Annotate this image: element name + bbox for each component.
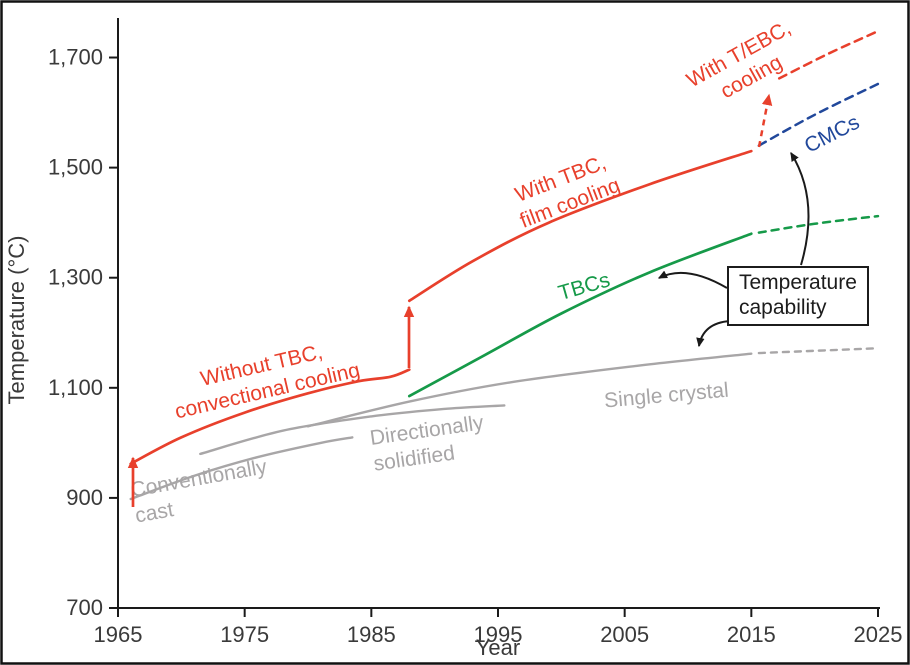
label-without-tbc: Without TBC,convectional cooling: [173, 340, 362, 423]
x-tick-label: 1965: [94, 622, 143, 647]
label-with-tbc: With TBC,film cooling: [512, 151, 623, 233]
y-tick-label: 900: [66, 485, 103, 510]
series-line-with-tbc: [407, 149, 753, 303]
x-tick-label: 2025: [854, 622, 903, 647]
x-axis-title: Year: [476, 635, 520, 660]
y-axis-title: Temperature (°C): [4, 236, 29, 405]
y-tick-label: 700: [66, 595, 103, 620]
x-tick-label: 2015: [727, 622, 776, 647]
x-tick-label: 1975: [220, 622, 269, 647]
callout-line-2: capability: [739, 296, 827, 319]
series-line-single-crystal-projection: [757, 347, 880, 355]
arrows: [127, 93, 810, 507]
x-tick-label: 1995: [474, 622, 523, 647]
y-tick-label: 1,100: [48, 375, 103, 400]
label-tbcs: TBCs: [556, 268, 613, 305]
series-line-tbcs: [407, 232, 753, 398]
arrow-callout-cmcs: [790, 151, 810, 266]
callout-line-1: Temperature: [739, 271, 857, 294]
series-line-tbcs-projection: [757, 214, 880, 234]
series-line-directionally-solidified: [199, 404, 506, 456]
x-tick-label: 2005: [600, 622, 649, 647]
label-conventionally-cast-line-2: cast: [133, 498, 175, 527]
arrow-tebc-projection: [757, 93, 773, 148]
y-tick-label: 1,700: [48, 45, 103, 70]
series-lines: [129, 29, 880, 501]
series-line-without-tbc: [129, 368, 411, 466]
series-line-single-crystal: [306, 352, 753, 428]
label-single-crystal: Single crystal: [603, 379, 729, 413]
label-with-tebc: With T/EBC,cooling: [683, 16, 795, 103]
y-tick-label: 1,300: [48, 265, 103, 290]
label-single-crystal-line-1: Single crystal: [603, 379, 729, 413]
label-conventionally-cast-line-1: Conventionally: [129, 455, 269, 502]
label-directionally-solidified-line-1: Directionally: [368, 411, 485, 450]
arrow-callout-single-crystal: [696, 320, 731, 348]
series-line-cmcs: [757, 82, 880, 147]
y-tick-label: 1,500: [48, 155, 103, 180]
series-line-with-tebc: [777, 29, 880, 80]
arrow-callout-tbcs: [657, 270, 728, 289]
temperature-capability-callout: Temperature capability: [727, 266, 869, 326]
x-tick-label: 1985: [347, 622, 396, 647]
axes: 700 900 1,100 1,300 1,500 1,700 1965 1975 1985 19…: [48, 18, 903, 647]
series-line-conventionally-cast: [129, 436, 354, 501]
label-tbcs-line-1: TBCs: [556, 268, 613, 305]
